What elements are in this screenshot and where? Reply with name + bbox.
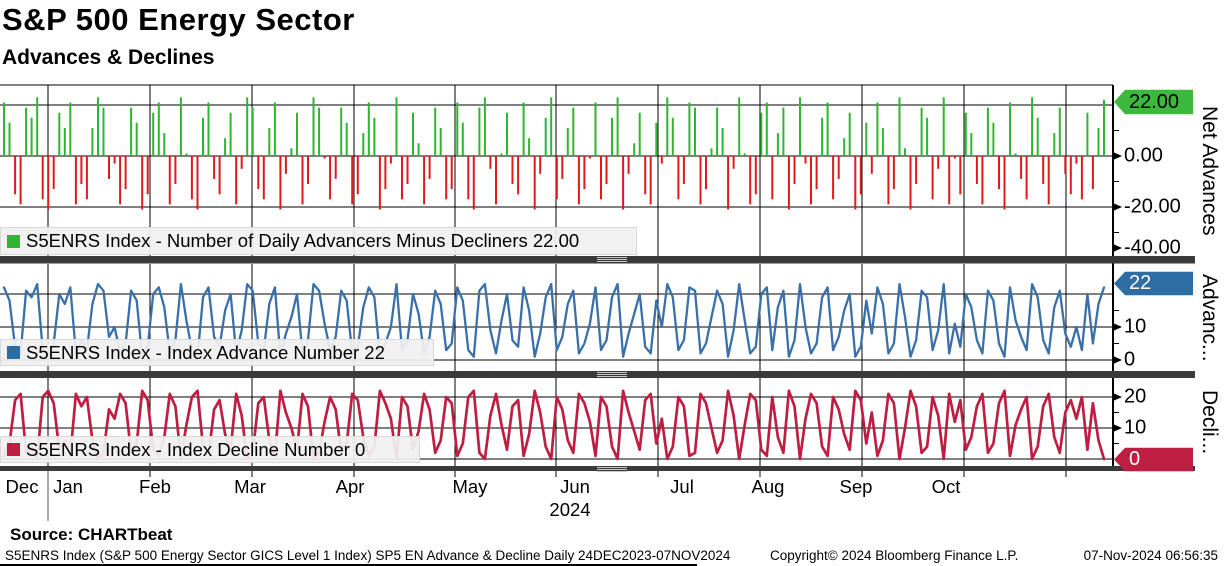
axis-tick-net-0: 0.00 xyxy=(1124,144,1163,167)
legend-label-advance: S5ENRS Index - Index Advance Number 22 xyxy=(26,341,385,363)
footer-copyright: Copyright© 2024 Bloomberg Finance L.P. xyxy=(770,548,1019,563)
axis-title-net-advances: Net Advances xyxy=(1198,105,1221,236)
axis-tick-dec-10: 10 xyxy=(1124,416,1147,439)
footer-timestamp: 07-Nov-2024 06:56:35 xyxy=(1083,548,1218,563)
x-tick-jan: Jan xyxy=(53,476,83,497)
tag-decline-value: 0 xyxy=(1129,448,1141,470)
x-tick-sep: Sep xyxy=(839,476,873,497)
legend-label-decline: S5ENRS Index - Index Decline Number 0 xyxy=(26,438,366,460)
axis-tick-net-m20: -20.00 xyxy=(1124,195,1181,218)
axis-title-decline: Decli... xyxy=(1198,389,1221,455)
axis-tick-net-m40: -40.00 xyxy=(1124,236,1181,259)
x-tick-jul: Jul xyxy=(670,476,694,497)
x-tick-dec: Dec xyxy=(5,476,39,497)
legend-swatch-green xyxy=(7,234,20,248)
x-tick-mar: Mar xyxy=(234,476,266,497)
axis-tick-dec-20: 20 xyxy=(1124,385,1147,408)
x-tick-jun: Jun xyxy=(560,476,590,497)
legend-swatch-crimson xyxy=(7,443,20,456)
page-subtitle: Advances & Declines xyxy=(2,46,215,69)
source-label: Source: CHARTbeat xyxy=(10,525,173,544)
axis-tick-adv-10: 10 xyxy=(1124,315,1147,338)
last-value-tag-decline: 0 xyxy=(1114,447,1193,472)
legend-net-advances[interactable]: S5ENRS Index - Number of Daily Advancers… xyxy=(0,227,637,255)
tag-advance-value: 22 xyxy=(1129,272,1152,294)
window-bottom-edge xyxy=(0,564,697,566)
x-tick-feb: Feb xyxy=(139,476,171,497)
footer-security-info: S5ENRS Index (S&P 500 Energy Sector GICS… xyxy=(5,548,731,563)
legend-swatch-blue xyxy=(7,346,20,359)
last-value-tag-advance: 22 xyxy=(1114,271,1193,296)
axis-title-advance: Advanc... xyxy=(1198,273,1221,362)
last-value-tag-net: 22.00 xyxy=(1114,89,1193,115)
tag-net-value: 22.00 xyxy=(1129,90,1180,113)
axis-tick-adv-0: 0 xyxy=(1124,348,1136,371)
x-axis-year-label: 2024 xyxy=(549,499,591,520)
x-tick-may: May xyxy=(452,476,488,497)
legend-label-net: S5ENRS Index - Number of Daily Advancers… xyxy=(26,230,580,251)
legend-decline-number[interactable]: S5ENRS Index - Index Decline Number 0 xyxy=(0,436,420,463)
x-tick-apr: Apr xyxy=(335,476,365,497)
legend-advance-number[interactable]: S5ENRS Index - Index Advance Number 22 xyxy=(0,339,434,366)
page-title: S&P 500 Energy Sector xyxy=(2,2,355,37)
x-tick-oct: Oct xyxy=(931,476,961,497)
x-tick-aug: Aug xyxy=(751,476,785,497)
